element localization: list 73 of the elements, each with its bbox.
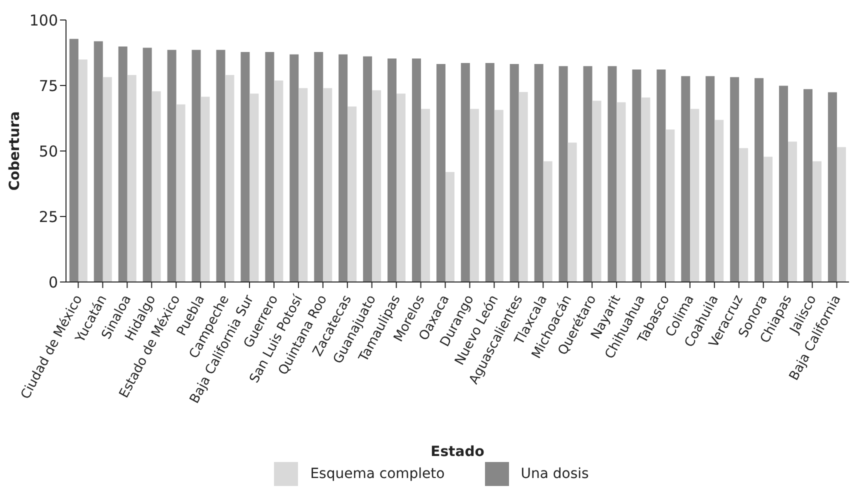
bar bbox=[152, 91, 161, 282]
bar bbox=[592, 100, 602, 282]
bar bbox=[460, 62, 470, 282]
bar bbox=[290, 54, 299, 282]
bar bbox=[714, 120, 724, 282]
bar bbox=[656, 70, 666, 282]
bar bbox=[363, 56, 372, 282]
bar bbox=[730, 77, 740, 282]
bar bbox=[94, 41, 103, 282]
bar bbox=[412, 58, 421, 282]
bar bbox=[666, 130, 675, 282]
bar bbox=[641, 98, 650, 282]
bar bbox=[298, 88, 308, 282]
bar bbox=[142, 48, 152, 282]
bar bbox=[176, 104, 186, 282]
y-tick-label: 100 bbox=[29, 11, 58, 30]
bar bbox=[323, 88, 332, 282]
bar bbox=[739, 148, 748, 282]
bar bbox=[583, 66, 592, 282]
y-tick-label: 0 bbox=[48, 273, 58, 292]
bar bbox=[470, 108, 479, 282]
bar bbox=[192, 50, 201, 282]
bar bbox=[240, 52, 250, 282]
bar bbox=[754, 78, 764, 282]
bar bbox=[510, 64, 519, 282]
bar bbox=[265, 52, 274, 282]
legend-label: Una dosis bbox=[520, 465, 589, 484]
bar bbox=[314, 52, 324, 282]
legend-label: Esquema completo bbox=[309, 465, 445, 484]
bar bbox=[127, 75, 136, 282]
bar bbox=[828, 92, 837, 282]
bar bbox=[420, 108, 430, 282]
bar bbox=[372, 90, 382, 282]
bar bbox=[436, 64, 446, 282]
bar bbox=[485, 62, 494, 282]
bar bbox=[78, 60, 88, 282]
bar bbox=[225, 75, 234, 282]
bar bbox=[494, 110, 504, 282]
bar bbox=[338, 54, 348, 282]
bar bbox=[836, 147, 846, 282]
bar bbox=[803, 89, 812, 282]
bar bbox=[396, 94, 406, 282]
bar bbox=[102, 77, 112, 282]
y-tick-label: 50 bbox=[38, 142, 58, 160]
bar bbox=[788, 142, 798, 282]
bar bbox=[518, 92, 528, 282]
bar bbox=[274, 80, 284, 282]
bar bbox=[167, 50, 176, 282]
bar bbox=[216, 50, 226, 282]
bar bbox=[118, 46, 128, 282]
bar bbox=[348, 106, 357, 282]
bar bbox=[690, 108, 700, 282]
bar bbox=[779, 86, 788, 282]
bar bbox=[200, 96, 210, 282]
y-axis-title: Cobertura bbox=[6, 111, 23, 191]
bar bbox=[681, 76, 690, 282]
bar bbox=[69, 38, 78, 282]
bar bbox=[568, 142, 577, 282]
bar bbox=[616, 102, 626, 282]
bar bbox=[558, 66, 568, 282]
bar bbox=[632, 70, 642, 282]
bar bbox=[534, 64, 544, 282]
bar bbox=[812, 161, 822, 282]
bar bbox=[543, 161, 552, 282]
bar bbox=[764, 156, 773, 282]
bar bbox=[608, 66, 617, 282]
bar bbox=[706, 76, 715, 282]
y-tick-label: 25 bbox=[38, 208, 58, 226]
bar bbox=[445, 172, 454, 282]
y-tick-label: 75 bbox=[38, 76, 58, 95]
bar bbox=[250, 94, 259, 282]
x-axis-title: Estado bbox=[430, 444, 485, 460]
bar bbox=[388, 58, 397, 282]
